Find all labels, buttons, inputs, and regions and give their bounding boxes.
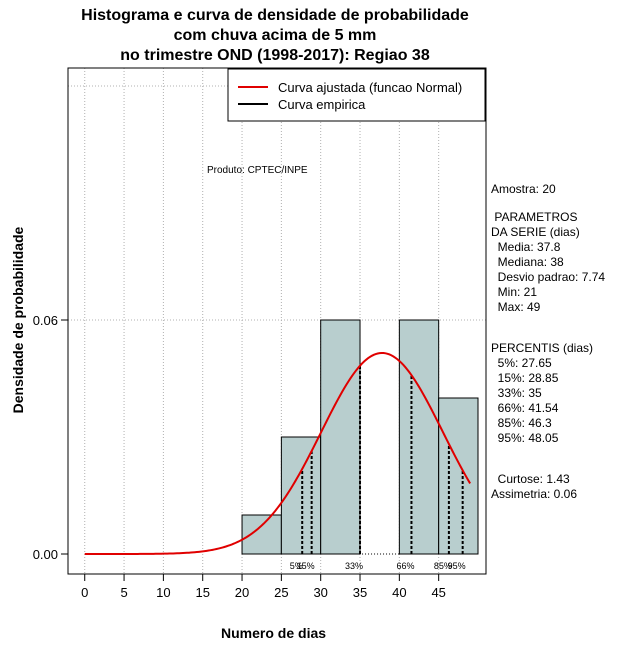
y-tick-label-1: 0.06 <box>33 313 58 328</box>
stats-percentis-header: PERCENTIS (dias) <box>491 341 594 355</box>
x-tick-label-0: 0 <box>81 585 88 600</box>
percentile-label-3: 66% <box>396 561 414 571</box>
legend-box <box>227 68 486 122</box>
histogram-bar-0 <box>241 514 282 555</box>
percentile-label-1: 15% <box>297 561 315 571</box>
stats-desvio: Desvio padrao: 7.74 <box>491 270 606 284</box>
x-tick-label-6: 30 <box>313 585 327 600</box>
chart-title-line-3: no trimestre OND (1998-2017): Regiao 38 <box>120 47 430 64</box>
stats-p33: 33%: 35 <box>491 386 542 400</box>
percentile-label-2: 33% <box>345 561 363 571</box>
stats-p66: 66%: 41.54 <box>491 401 559 415</box>
stats-parametros-sub: DA SERIE (dias) <box>491 225 580 239</box>
stats-parametros-header: PARAMETROS <box>491 210 578 224</box>
x-axis-title: Numero de dias <box>221 625 327 641</box>
percentile-label-5: 95% <box>448 561 466 571</box>
stats-media: Media: 37.8 <box>491 240 561 254</box>
percentile-label-4: 85% <box>434 561 452 571</box>
x-tick-label-2: 10 <box>156 585 170 600</box>
chart-title-line-1: Histograma e curva de densidade de proba… <box>81 7 469 24</box>
plot-frame <box>67 67 487 575</box>
x-tick-label-5: 25 <box>274 585 288 600</box>
stats-amostra: Amostra: 20 <box>491 182 556 196</box>
stats-min: Min: 21 <box>491 285 538 299</box>
y-tick-label-0: 0.00 <box>33 547 58 562</box>
histogram-bar-2 <box>320 319 361 555</box>
stats-curtose: Curtose: 1.43 <box>491 472 570 486</box>
histogram-bar-4 <box>398 319 440 555</box>
legend-label-1: Curva empirica <box>278 97 366 112</box>
stats-p15: 15%: 28.85 <box>491 371 559 385</box>
x-tick-label-9: 45 <box>431 585 445 600</box>
chart-title-line-2: com chuva acima de 5 mm <box>173 27 377 44</box>
x-tick-label-3: 15 <box>195 585 209 600</box>
stats-p85: 85%: 46.3 <box>491 416 552 430</box>
product-annotation: Produto: CPTEC/INPE <box>207 165 308 176</box>
x-tick-label-8: 40 <box>392 585 406 600</box>
stats-mediana: Mediana: 38 <box>491 255 564 269</box>
stats-p5: 5%: 27.65 <box>491 356 552 370</box>
y-axis-title: Densidade de probabilidade <box>10 226 26 414</box>
x-tick-label-1: 5 <box>120 585 127 600</box>
x-tick-label-7: 35 <box>353 585 367 600</box>
stats-assimetria: Assimetria: 0.06 <box>491 487 578 501</box>
stats-p95: 95%: 48.05 <box>491 431 559 445</box>
percentile-label-0: 5% <box>290 561 303 571</box>
x-tick-label-4: 20 <box>235 585 249 600</box>
legend-label-0: Curva ajustada (funcao Normal) <box>278 80 462 95</box>
stats-max: Max: 49 <box>491 300 541 314</box>
normal-curve <box>84 351 471 555</box>
histogram-bar-5 <box>438 397 479 555</box>
